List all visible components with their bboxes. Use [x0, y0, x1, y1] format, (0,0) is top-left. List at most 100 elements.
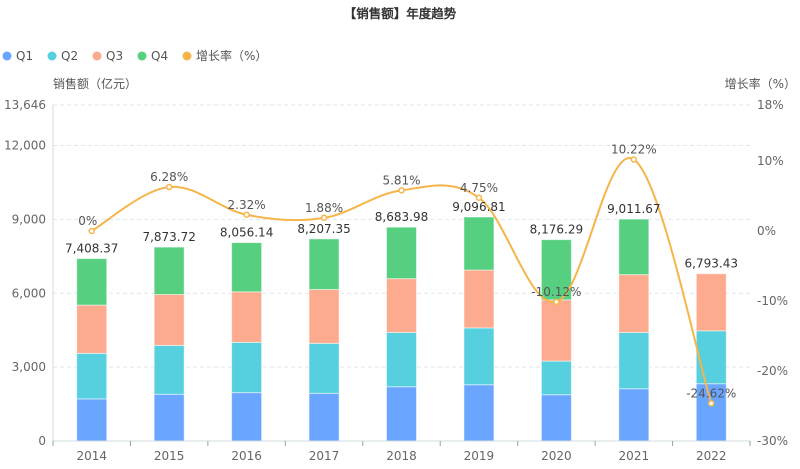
- bar-q1-2016: [231, 392, 263, 442]
- y-right-tick-label-1: 10%: [757, 154, 784, 168]
- bar-q3-2018: [386, 278, 417, 333]
- bar-q2-2020: [540, 360, 572, 396]
- legend-marker-2: [92, 51, 102, 61]
- bar-q4-2014: [76, 258, 108, 306]
- total-label-2016: 8,056.14: [220, 226, 273, 240]
- growth-rate-point-2016: [243, 211, 250, 219]
- growth-rate-point-2017: [320, 214, 328, 222]
- growth-rate-line: [88, 156, 715, 407]
- rate-label-2021: 10.22%: [611, 142, 657, 156]
- bar-q2-2016: [231, 341, 263, 394]
- bar-q3-2019: [463, 269, 495, 329]
- stacked-bars: [76, 216, 727, 442]
- rate-label-2018: 5.81%: [382, 173, 420, 187]
- x-tick-label-2014: 2014: [76, 449, 107, 463]
- bar-q1-2019: [463, 384, 495, 442]
- growth-rate-point-2022: [708, 400, 715, 407]
- y-right-tick-label-2: 0%: [757, 224, 776, 238]
- bar-q1-2022: [695, 383, 727, 442]
- bar-q1-2015: [153, 393, 185, 442]
- total-label-2015: 7,873.72: [142, 230, 195, 244]
- rate-label-2019: 4.75%: [460, 181, 498, 195]
- x-tick-label-2019: 2019: [464, 449, 495, 463]
- bar-q3-2016: [231, 291, 263, 343]
- y-right-tick-label-3: -10%: [757, 294, 788, 308]
- y-right-tick-label-4: -20%: [757, 364, 788, 378]
- legend: Q1 Q2 Q3 Q4 增长率（%）: [2, 48, 267, 63]
- x-tick-label-2016: 2016: [231, 449, 262, 463]
- bar-q4-2017: [308, 238, 340, 290]
- total-label-2014: 7,408.37: [65, 242, 118, 256]
- total-label-2020: 8,176.29: [530, 223, 583, 237]
- legend-label-3: Q4: [151, 49, 168, 63]
- bar-q2-2021: [618, 331, 650, 390]
- legend-marker-1: [47, 51, 57, 61]
- legend-label-2: Q3: [106, 49, 123, 63]
- bar-q2-2019: [463, 327, 495, 386]
- bar-q3-2020: [540, 299, 572, 362]
- bar-q2-2018: [386, 331, 417, 388]
- chart-title: 【销售额】年度趋势: [344, 6, 457, 21]
- bar-q3-2022: [695, 273, 727, 332]
- legend-label-0: Q1: [16, 49, 33, 63]
- legend-marker-4: [182, 51, 192, 61]
- bar-q2-2017: [308, 342, 340, 394]
- bar-q4-2019: [463, 216, 495, 271]
- total-label-2022: 6,793.43: [685, 257, 738, 271]
- y-axis-right-title: 增长率（%）: [725, 76, 796, 91]
- rate-label-2022: -24.62%: [686, 386, 736, 400]
- rate-label-2016: 2.32%: [228, 198, 266, 212]
- bar-q3-2014: [76, 304, 108, 354]
- growth-rate-point-2020: [553, 298, 560, 306]
- bar-q4-2018: [386, 226, 417, 280]
- total-label-2019: 9,096.81: [452, 200, 505, 214]
- rate-label-2017: 1.88%: [305, 201, 343, 215]
- y-tick-label-5: 13,646: [4, 98, 46, 112]
- bar-q4-2015: [153, 246, 185, 295]
- rate-label-2020: -10.12%: [531, 285, 581, 299]
- y-tick-label-4: 12,000: [4, 139, 46, 153]
- y-tick-label-0: 0: [38, 434, 46, 448]
- bar-q2-2014: [76, 352, 108, 400]
- legend-marker-3: [137, 51, 147, 61]
- growth-rate-point-2019: [475, 194, 483, 201]
- x-tick-label-2015: 2015: [154, 449, 185, 463]
- bar-q1-2018: [386, 386, 417, 442]
- bar-q2-2015: [153, 344, 185, 395]
- axes: 2014 2015 2016 2017 2018 2019 2020 2021 2022: [52, 105, 751, 463]
- y-tick-label-1: 3,000: [12, 360, 46, 374]
- total-label-2017: 8,207.35: [297, 222, 350, 236]
- bar-q1-2021: [618, 388, 650, 442]
- bar-q1-2020: [540, 394, 572, 442]
- bar-q3-2021: [618, 274, 650, 333]
- data-labels: 7,408.37 0% 7,873.72 6.28% 8,056.14 2.32% 8,20…: [65, 142, 738, 400]
- total-label-2018: 8,683.98: [375, 210, 428, 224]
- total-label-2021: 9,011.67: [607, 202, 660, 216]
- bar-q1-2017: [308, 392, 340, 442]
- y-tick-label-2: 6,000: [12, 286, 46, 300]
- growth-rate-point-2014: [88, 227, 95, 235]
- y-tick-label-3: 9,000: [12, 212, 46, 226]
- x-tick-label-2017: 2017: [309, 449, 340, 463]
- growth-rate-point-2018: [398, 187, 405, 194]
- legend-label-4: 增长率（%）: [196, 48, 267, 63]
- bar-q1-2014: [76, 398, 108, 442]
- grid-lines: 0 3,000 6,000 9,000 12,000 13,646 18% 10% 0% -10%…: [4, 98, 788, 448]
- bar-q2-2022: [695, 330, 727, 385]
- bar-q3-2017: [308, 288, 340, 344]
- growth-rate-point-2021: [630, 156, 638, 163]
- legend-label-1: Q2: [61, 49, 78, 63]
- bar-q4-2021: [618, 218, 650, 276]
- x-tick-label-2018: 2018: [386, 449, 417, 463]
- rate-label-2014: 0%: [78, 214, 97, 228]
- legend-marker-0: [2, 51, 12, 61]
- bar-q4-2016: [231, 242, 263, 293]
- bar-q3-2015: [153, 293, 185, 346]
- rate-label-2015: 6.28%: [150, 170, 188, 184]
- x-tick-label-2022: 2022: [696, 449, 727, 463]
- y-axis-left-title: 销售额（亿元）: [53, 76, 137, 91]
- y-right-tick-label-5: -30%: [757, 434, 788, 448]
- growth-rate-point-2015: [165, 183, 173, 191]
- x-tick-label-2021: 2021: [619, 449, 650, 463]
